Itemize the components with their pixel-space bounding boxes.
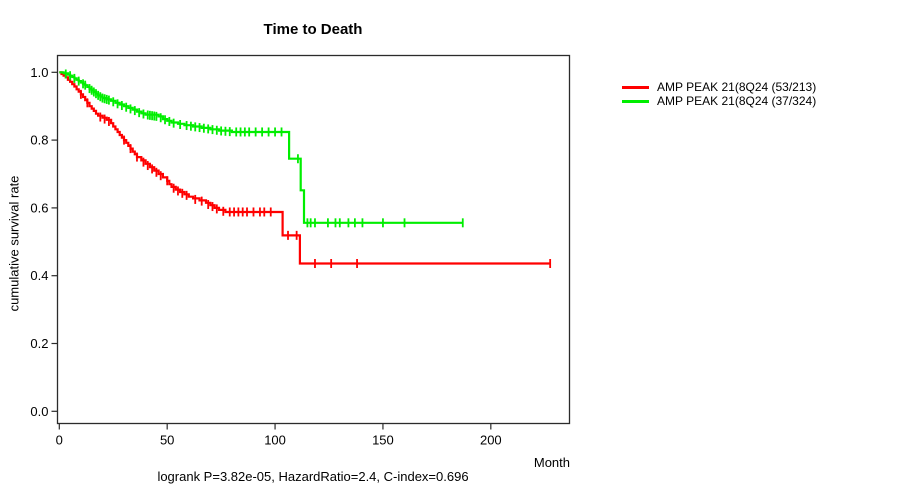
- svg-text:0.2: 0.2: [30, 336, 48, 351]
- green-line-swatch: [622, 99, 649, 103]
- censor-ticks-green: [64, 69, 464, 228]
- censor-ticks-red: [79, 89, 552, 268]
- plot-frame: [56, 54, 571, 425]
- survival-curve-green: [59, 71, 463, 224]
- y-axis-ticks: 0.0 0.2 0.4 0.6 0.8 1.0: [30, 65, 58, 419]
- y-axis-label: cumulative survival rate: [6, 175, 22, 312]
- legend-label-green: AMP PEAK 21(8Q24 (37/324): [657, 94, 817, 108]
- svg-text:0.8: 0.8: [30, 133, 48, 148]
- svg-text:0: 0: [56, 433, 63, 448]
- svg-text:0.0: 0.0: [30, 404, 48, 419]
- svg-text:1.0: 1.0: [30, 65, 48, 80]
- chart-title: Time to Death: [263, 21, 363, 38]
- legend-item-green: AMP PEAK 21(8Q24 (37/324): [622, 94, 816, 108]
- svg-text:150: 150: [372, 433, 394, 448]
- svg-text:200: 200: [480, 433, 502, 448]
- red-line-swatch: [622, 85, 649, 89]
- x-axis-label: Month: [533, 455, 570, 470]
- logrank-annotation: logrank P=3.82e-05, HazardRatio=2.4, C-i…: [157, 469, 469, 484]
- legend-label-red: AMP PEAK 21(8Q24 (53/213): [657, 80, 817, 94]
- svg-text:50: 50: [160, 433, 174, 448]
- x-axis-ticks: 0 50 100 150 200: [56, 423, 502, 448]
- legend-item-red: AMP PEAK 21(8Q24 (53/213): [622, 80, 816, 94]
- survival-curve-red: [59, 71, 551, 265]
- svg-text:0.4: 0.4: [30, 268, 48, 283]
- legend: AMP PEAK 21(8Q24 (53/213) AMP PEAK 21(8Q…: [622, 80, 816, 108]
- svg-text:0.6: 0.6: [30, 200, 48, 215]
- svg-text:100: 100: [264, 433, 286, 448]
